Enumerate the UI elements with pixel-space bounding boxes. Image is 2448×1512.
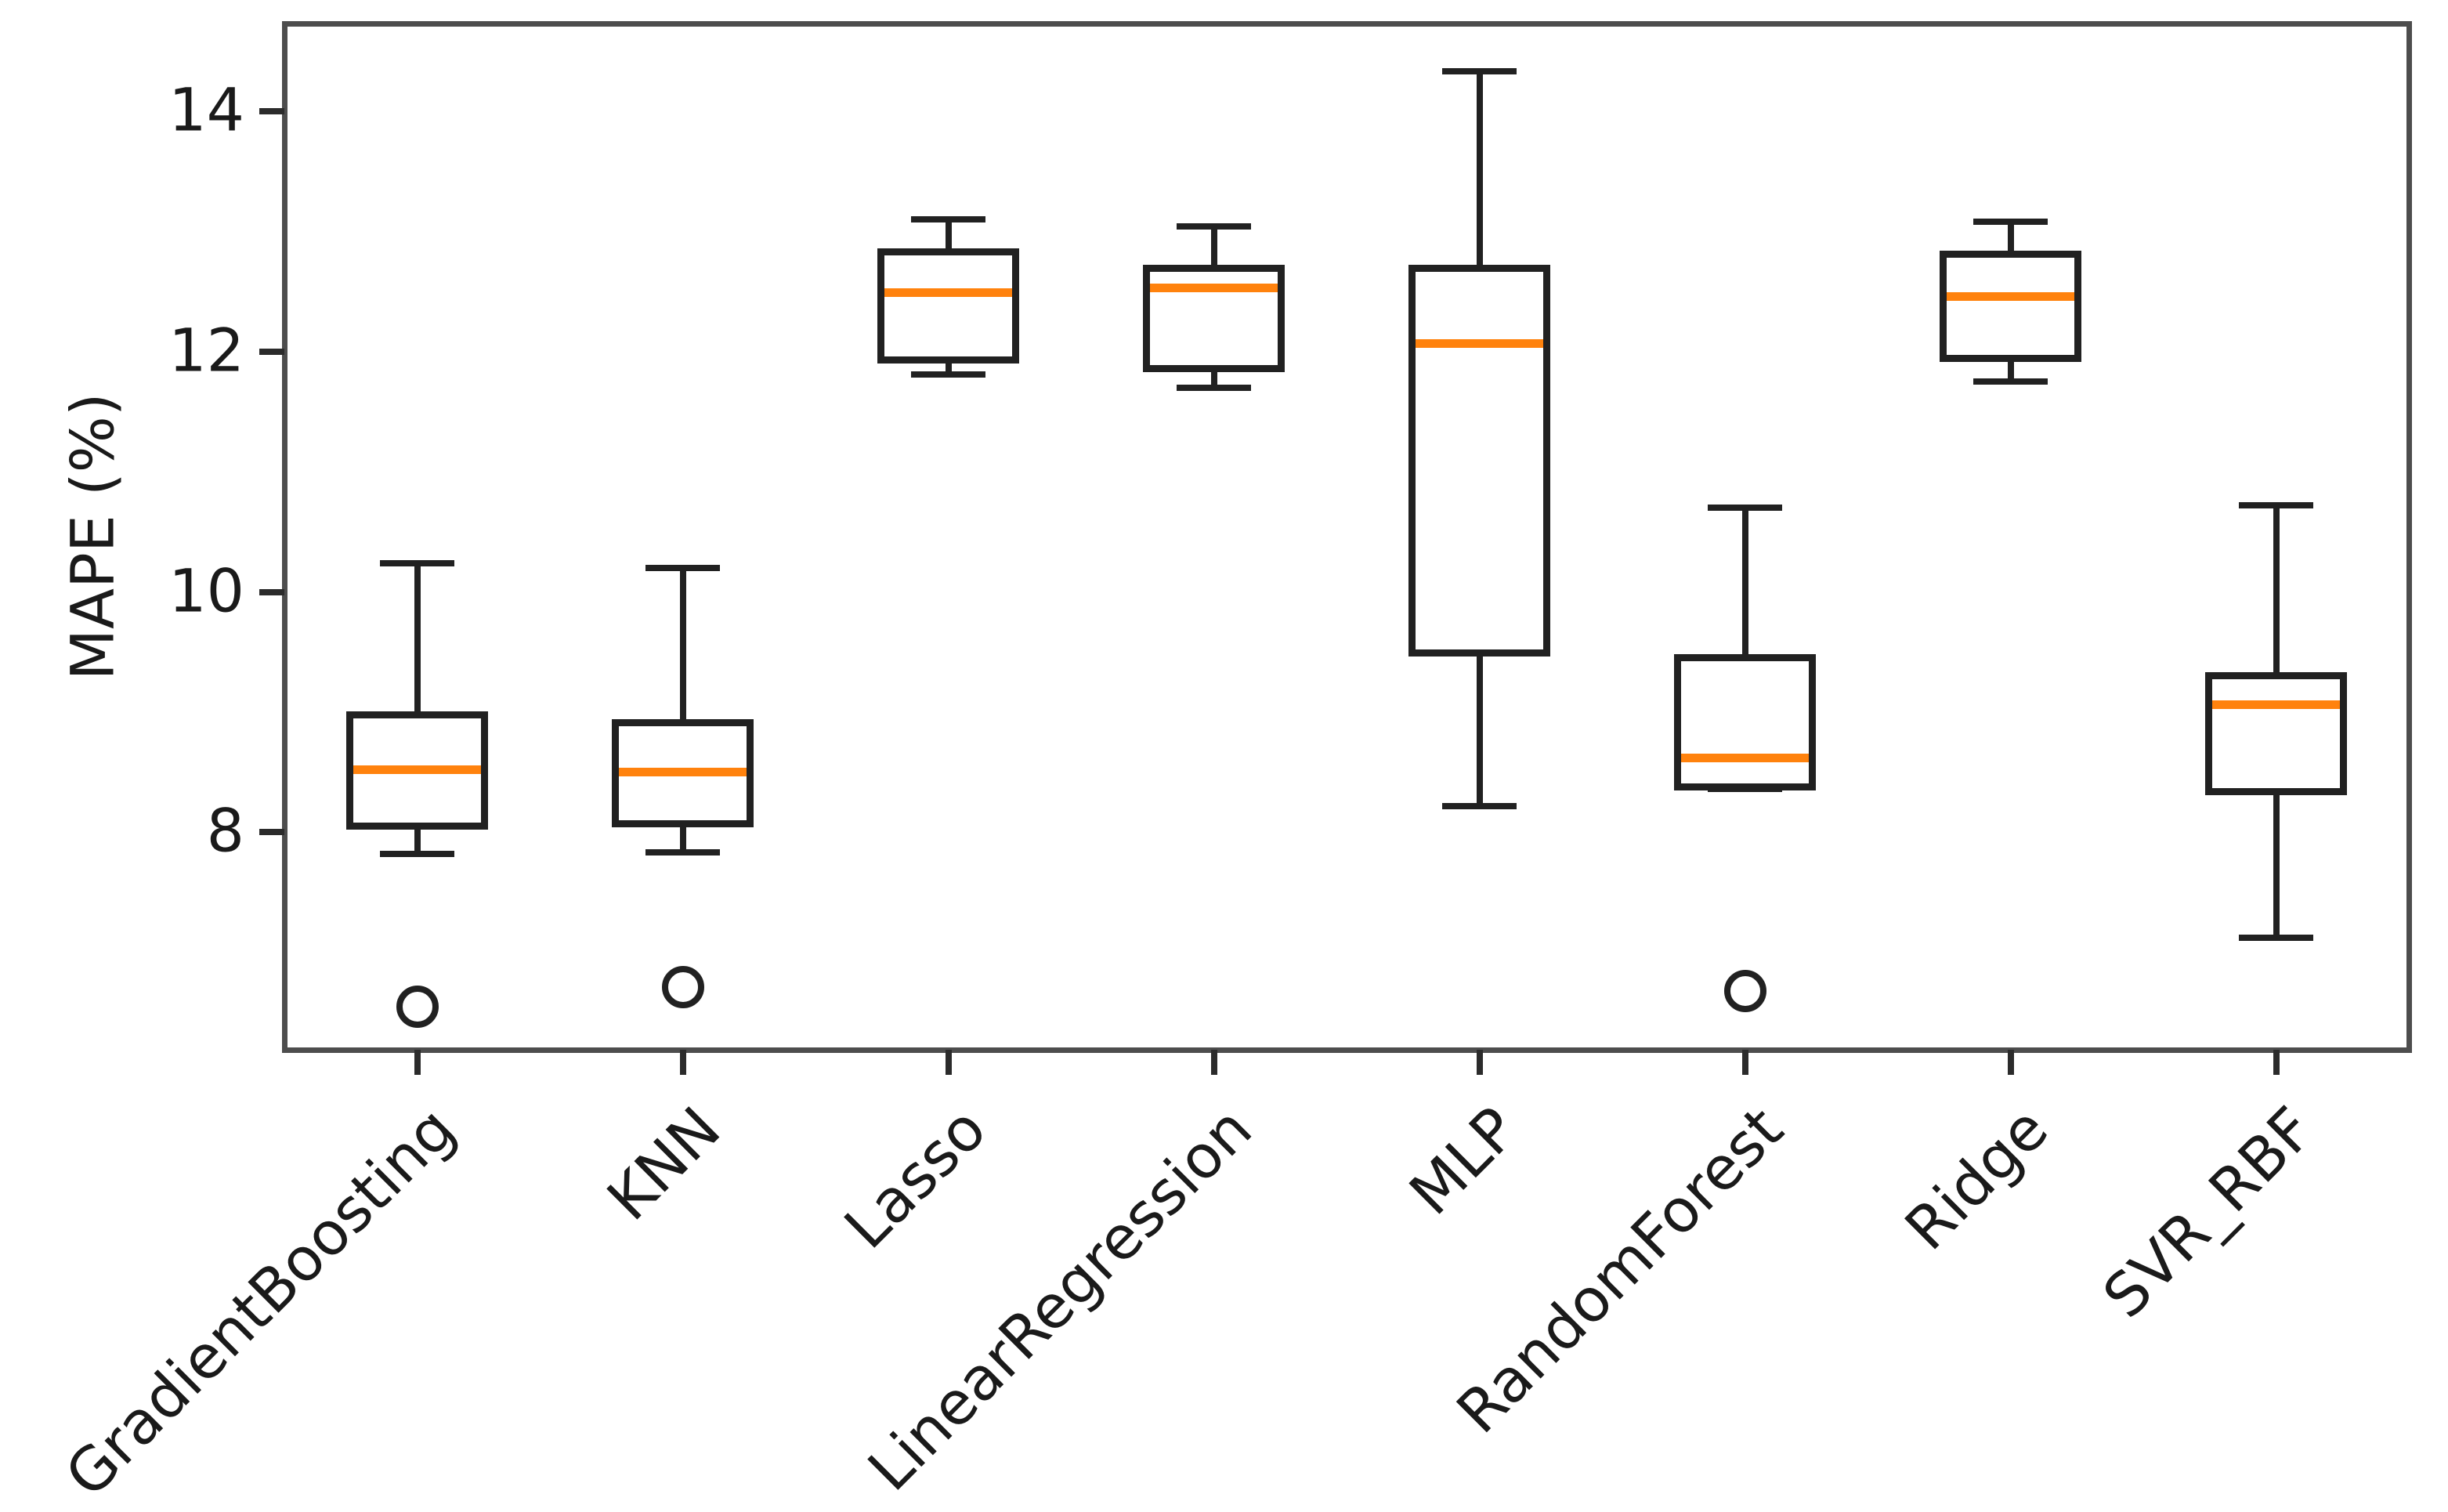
whisker-cap-lower <box>911 371 985 378</box>
x-tick <box>1210 1050 1217 1075</box>
whisker-cap-upper <box>1442 68 1517 75</box>
y-tick <box>259 588 284 595</box>
x-tick-label: GradientBoosting <box>51 1094 468 1510</box>
median-line <box>1412 338 1547 348</box>
whisker-line-upper <box>2007 222 2014 255</box>
box-Ridge <box>1940 251 2081 363</box>
whisker-line-upper <box>414 562 421 714</box>
whisker-line-upper <box>679 567 686 723</box>
whisker-cap-upper <box>380 559 454 566</box>
median-line <box>1677 753 1813 762</box>
box-LinearRegression <box>1143 265 1285 372</box>
x-tick-label: MLP <box>1395 1094 1531 1228</box>
whisker-line-lower <box>679 823 686 853</box>
whisker-cap-lower <box>1973 378 2048 385</box>
whisker-line-upper <box>945 219 952 252</box>
x-tick <box>414 1050 421 1075</box>
whisker-cap-lower <box>380 850 454 857</box>
whisker-line-lower <box>2273 791 2280 939</box>
x-tick <box>1476 1050 1483 1075</box>
outlier-point <box>661 966 704 1009</box>
y-tick <box>259 829 284 836</box>
box-GradientBoosting <box>346 711 488 830</box>
whisker-cap-lower <box>2239 935 2313 942</box>
median-line <box>349 765 485 775</box>
whisker-cap-upper <box>1708 505 1782 512</box>
median-line <box>615 768 750 777</box>
x-tick <box>2007 1050 2014 1075</box>
box-RandomForest <box>1674 654 1816 790</box>
x-tick-label: SVR_RBF <box>2089 1094 2327 1332</box>
median-line <box>1943 291 2078 301</box>
whisker-cap-lower <box>645 849 720 856</box>
whisker-line-upper <box>2273 505 2280 676</box>
whisker-cap-upper <box>2239 502 2313 509</box>
median-line <box>880 288 1016 298</box>
whisker-cap-upper <box>645 564 720 571</box>
x-tick <box>2273 1050 2280 1075</box>
whisker-line-lower <box>2007 358 2014 382</box>
x-tick-label: KNN <box>593 1094 734 1234</box>
x-tick <box>679 1050 686 1075</box>
x-tick-label: Lasso <box>830 1094 1000 1262</box>
whisker-line-upper <box>1741 508 1748 658</box>
whisker-line-lower <box>414 826 421 854</box>
x-tick-label: Ridge <box>1891 1094 2062 1264</box>
whisker-line-lower <box>1476 653 1483 806</box>
median-line <box>1146 283 1282 292</box>
whisker-cap-upper <box>911 216 985 223</box>
median-line <box>2208 700 2344 710</box>
y-tick-label: 12 <box>168 315 244 385</box>
axis-spine-right <box>2406 20 2412 1053</box>
x-tick <box>1741 1050 1748 1075</box>
whisker-line-lower <box>1210 368 1217 388</box>
whisker-cap-lower <box>1442 802 1517 809</box>
outlier-point <box>1723 969 1766 1012</box>
axis-spine-left <box>281 20 287 1053</box>
outlier-point <box>396 985 439 1028</box>
y-tick-label: 10 <box>168 555 244 626</box>
whisker-line-upper <box>1210 226 1217 269</box>
axis-spine-top <box>281 20 2412 27</box>
y-tick-label: 8 <box>206 796 244 866</box>
whisker-cap-upper <box>1177 223 1251 230</box>
y-tick <box>259 107 284 114</box>
box-Lasso <box>877 248 1019 364</box>
y-axis-label: MAPE (%) <box>57 392 128 681</box>
box-SVR_RBF <box>2205 672 2347 795</box>
y-tick <box>259 348 284 355</box>
axis-spine-bottom <box>281 1047 2412 1053</box>
whisker-line-lower <box>945 360 952 374</box>
box-MLP <box>1408 265 1550 657</box>
box-KNN <box>612 719 754 828</box>
y-tick-label: 14 <box>168 74 244 145</box>
whisker-line-upper <box>1476 71 1483 269</box>
whisker-cap-upper <box>1973 219 2048 226</box>
whisker-cap-lower <box>1177 384 1251 391</box>
x-tick <box>945 1050 952 1075</box>
